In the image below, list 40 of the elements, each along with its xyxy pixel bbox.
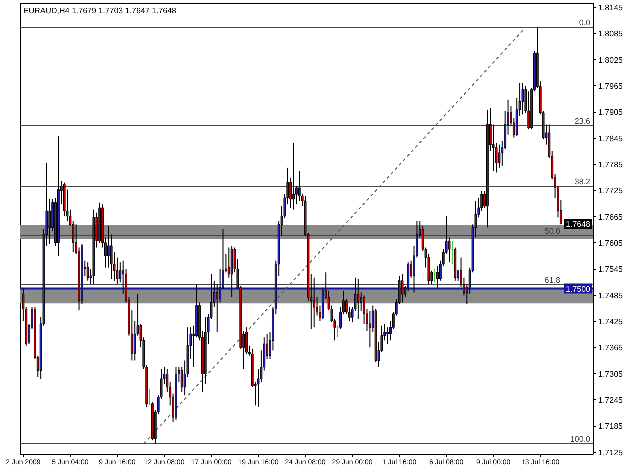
y-tick-label: 1.7485 [598,291,624,300]
candlestick [448,237,451,264]
ref-line-label: 38.2 [574,178,592,187]
y-tick-label: 1.7725 [598,186,624,196]
y-tick-label: 1.7845 [598,134,624,144]
ref-line-label: 50.0 [544,226,562,236]
y-tick-label: 1.7605 [598,238,624,248]
chart-title: EURAUD,H4 1.7679 1.7703 1.7647 1.7648 [24,6,178,16]
y-tick-label: 1.7785 [598,160,624,170]
candlestick [357,278,360,320]
ref-line-label: 61.8 [544,276,562,285]
candlestick [216,284,219,333]
annotation: 1.7648 [566,220,592,230]
candlestick [86,262,90,282]
y-tick-label: 1.8025 [598,56,624,65]
y-tick-label: 1.7965 [598,82,624,91]
candlestick [48,198,52,245]
candlestick [368,310,372,348]
ref-line-label: 0.0 [579,18,592,28]
y-tick-label: 1.7185 [598,422,624,432]
candlestick [228,247,230,278]
y-tick-label: 1.7545 [598,265,624,274]
candlestick [107,226,110,268]
y-tick-label: 1.7245 [598,396,624,405]
ref-line-label: 23.6 [574,116,592,126]
y-tick-label: 1.7125 [598,448,624,458]
candlestick [522,82,524,116]
y-tick-label: 1.7305 [598,370,624,379]
y-tick-label: 1.7665 [598,212,624,222]
y-tick-label: 1.7425 [598,317,624,326]
y-tick-label: 1.8085 [598,30,624,39]
y-tick-label: 1.7365 [598,344,624,353]
candlestick [292,142,295,210]
ref-line-label: 1.7500 [566,284,592,294]
y-tick-label: 1.8145 [598,3,624,12]
candlestick [498,144,501,168]
y-tick-label: 1.7905 [598,108,624,118]
ref-line-label: 100.0 [570,435,592,444]
candlestick [313,277,316,328]
candlestick [360,292,363,312]
